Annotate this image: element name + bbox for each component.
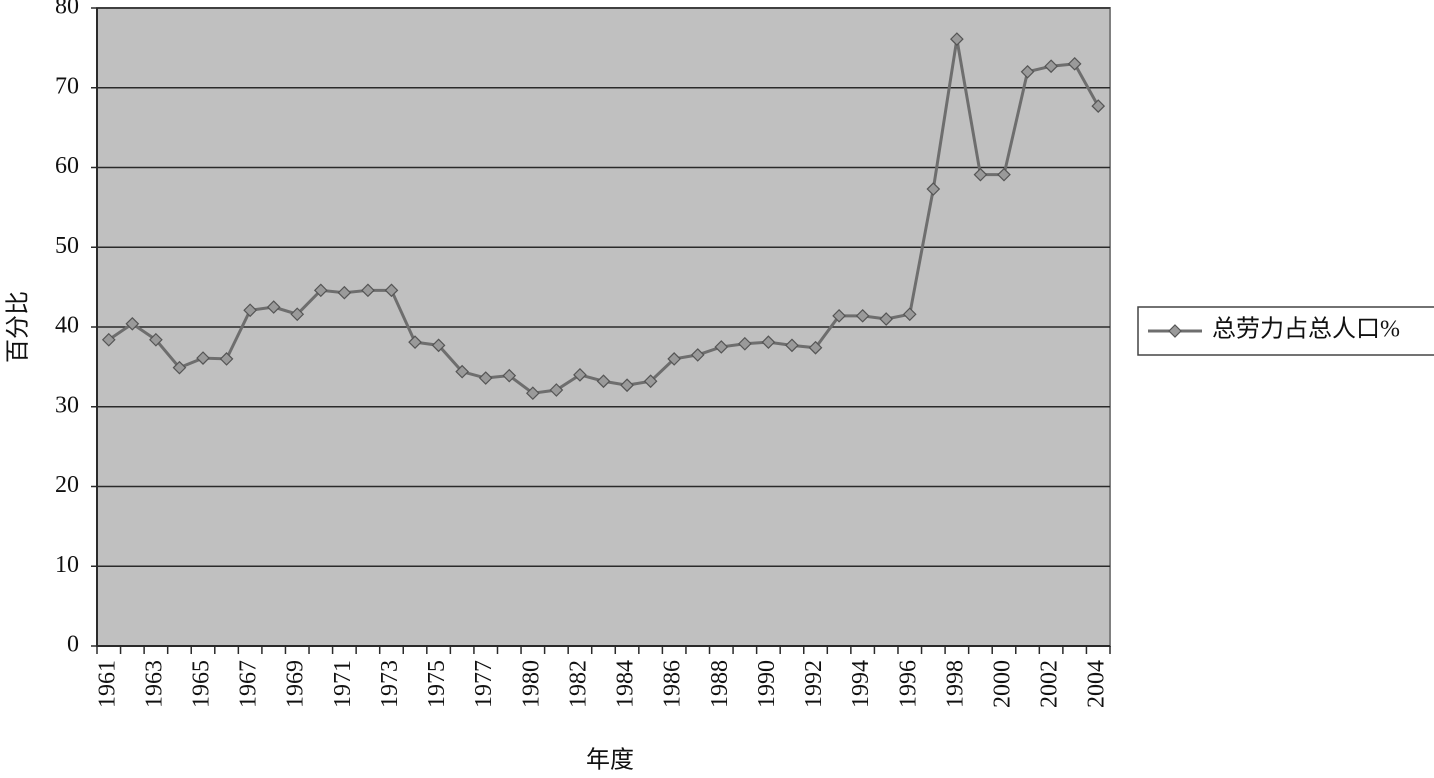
data-point: [149, 332, 163, 347]
data-point: [997, 167, 1011, 182]
x-tick-label: 1965: [189, 660, 215, 708]
x-tick-label: 1982: [565, 660, 591, 708]
data-point: [361, 283, 375, 298]
data-point: [667, 352, 682, 366]
x-tick-label: 1975: [424, 660, 450, 708]
data-point: [478, 371, 493, 385]
data-point: [879, 312, 894, 326]
data-point: [101, 332, 116, 347]
data-point: [1067, 56, 1082, 71]
data-point: [125, 316, 140, 331]
x-tick-label: 1994: [848, 660, 874, 708]
data-point: [290, 307, 305, 322]
data-point: [620, 378, 634, 393]
x-tick-label: 1969: [283, 660, 309, 708]
x-tick-label: 1973: [377, 660, 403, 708]
x-tick-label: 2004: [1084, 660, 1110, 708]
y-tick-label: 60: [55, 153, 79, 179]
x-axis-label: 年度: [586, 747, 634, 774]
data-point: [690, 348, 705, 362]
y-tick-label: 80: [55, 0, 79, 20]
x-tick-label: 1992: [801, 660, 827, 708]
data-point: [1044, 59, 1058, 74]
y-tick-label: 0: [67, 632, 79, 658]
x-tick-label: 1984: [613, 660, 639, 708]
data-point: [172, 360, 187, 375]
data-point: [1091, 99, 1106, 113]
data-point: [455, 364, 469, 379]
data-point: [902, 307, 917, 322]
data-point: [549, 383, 564, 397]
x-tick-label: 1990: [754, 660, 780, 708]
data-point: [785, 338, 799, 353]
data-point: [973, 167, 988, 182]
data-point: [573, 368, 587, 382]
y-tick-label: 50: [55, 233, 79, 259]
x-tick-label: 1977: [471, 660, 497, 708]
y-axis-label: 百分比: [5, 291, 32, 363]
data-point: [855, 308, 870, 323]
x-tick-label: 1967: [236, 660, 262, 708]
x-tick-label: 1998: [942, 660, 968, 708]
data-point: [1020, 64, 1035, 79]
x-tick-label: 1961: [94, 660, 120, 708]
data-point: [408, 335, 422, 350]
x-tick-label: 1986: [660, 660, 686, 708]
x-tick-label: 2000: [989, 660, 1015, 708]
x-tick-label: 1996: [895, 660, 921, 708]
data-point: [384, 283, 399, 298]
data-point: [337, 285, 352, 300]
data-point: [243, 303, 257, 318]
legend-label: 总劳力占总人口%: [1212, 316, 1400, 343]
data-point: [832, 308, 846, 323]
data-point: [950, 32, 964, 46]
data-point: [431, 338, 446, 353]
x-tick-label: 1963: [141, 660, 167, 708]
y-tick-label: 30: [55, 392, 79, 418]
x-tick-label: 1980: [518, 660, 544, 708]
data-point: [761, 335, 776, 350]
legend-marker: [1168, 324, 1182, 338]
data-point: [643, 374, 658, 389]
data-point: [313, 283, 328, 298]
data-point: [808, 340, 823, 355]
data-point: [219, 352, 234, 366]
data-point: [266, 300, 281, 314]
y-tick-label: 40: [55, 313, 79, 339]
data-point: [525, 386, 540, 401]
data-point: [196, 351, 210, 365]
y-tick-label: 10: [55, 552, 79, 578]
data-point: [714, 340, 729, 354]
x-tick-label: 2002: [1037, 660, 1063, 708]
data-point: [502, 368, 517, 383]
y-tick-label: 70: [55, 73, 79, 99]
data-point: [738, 336, 752, 351]
y-tick-label: 20: [55, 472, 79, 498]
x-tick-label: 1971: [330, 660, 356, 708]
x-tick-label: 1988: [707, 660, 733, 708]
data-point: [926, 182, 941, 196]
data-point: [596, 374, 611, 389]
